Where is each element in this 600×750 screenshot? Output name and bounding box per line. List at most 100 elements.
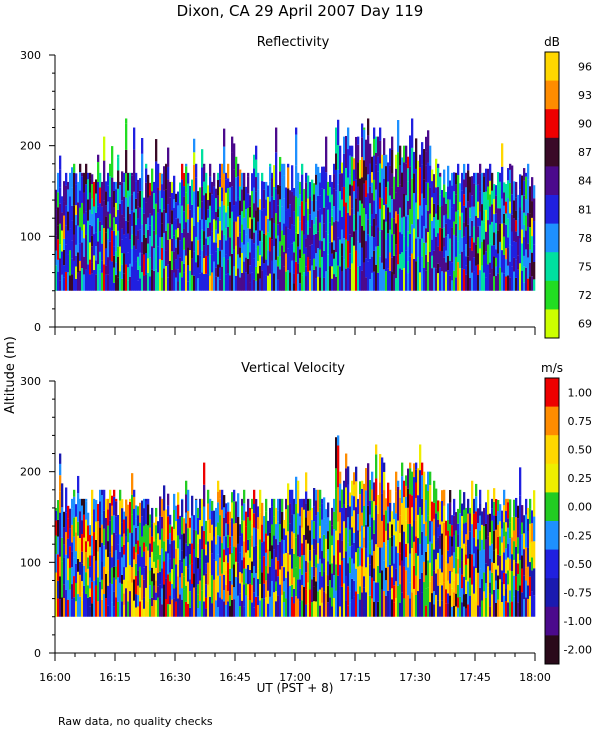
data-cell bbox=[69, 172, 72, 197]
data-cell bbox=[515, 231, 518, 243]
data-cell bbox=[215, 267, 218, 277]
data-cell bbox=[291, 191, 294, 225]
data-cell bbox=[433, 174, 436, 193]
data-cell bbox=[71, 220, 74, 241]
data-cell bbox=[357, 136, 360, 145]
data-cell bbox=[271, 178, 274, 197]
data-cell bbox=[115, 597, 118, 617]
data-cell bbox=[515, 277, 518, 291]
data-cell bbox=[283, 198, 286, 224]
data-cell bbox=[133, 245, 136, 291]
data-cell bbox=[159, 496, 162, 517]
data-cell bbox=[303, 188, 306, 216]
data-cell bbox=[297, 579, 300, 599]
data-cell bbox=[77, 475, 80, 494]
data-cell bbox=[349, 184, 352, 196]
data-cell bbox=[385, 580, 388, 596]
data-cell bbox=[71, 274, 74, 291]
data-cell bbox=[269, 532, 272, 552]
data-cell bbox=[169, 524, 172, 533]
colorbar-swatch bbox=[545, 635, 559, 665]
data-cell bbox=[71, 167, 74, 188]
data-cell bbox=[357, 513, 360, 531]
data-cell bbox=[127, 190, 130, 207]
data-cell bbox=[77, 225, 80, 253]
colorbar-swatch bbox=[545, 549, 559, 579]
data-cell bbox=[391, 588, 394, 600]
data-cell bbox=[527, 226, 530, 244]
data-cell bbox=[59, 258, 62, 281]
data-cell bbox=[529, 262, 532, 277]
data-cell bbox=[247, 274, 250, 291]
data-cell bbox=[89, 588, 92, 597]
data-cell bbox=[441, 251, 444, 272]
data-cell bbox=[87, 179, 90, 200]
data-cell bbox=[449, 583, 452, 596]
data-cell bbox=[63, 238, 66, 250]
data-cell bbox=[399, 165, 402, 185]
data-cell bbox=[143, 608, 146, 617]
data-cell bbox=[175, 259, 178, 270]
data-cell bbox=[487, 220, 490, 245]
data-cell bbox=[479, 515, 482, 531]
data-cell bbox=[347, 466, 350, 485]
data-cell bbox=[419, 154, 422, 168]
data-cell bbox=[61, 196, 64, 213]
data-cell bbox=[309, 227, 312, 246]
data-cell bbox=[311, 219, 314, 245]
data-cell bbox=[243, 606, 246, 617]
data-cell bbox=[511, 601, 514, 617]
data-cell bbox=[297, 513, 300, 535]
data-cell bbox=[509, 226, 512, 245]
data-cell bbox=[223, 574, 226, 591]
data-cell bbox=[439, 548, 442, 569]
data-cell bbox=[483, 210, 486, 223]
data-cell bbox=[509, 261, 512, 278]
data-cell bbox=[365, 567, 368, 593]
data-cell bbox=[427, 182, 430, 211]
data-cell bbox=[503, 273, 506, 291]
data-cell bbox=[371, 500, 374, 518]
data-cell bbox=[331, 253, 334, 267]
data-cell bbox=[237, 493, 240, 517]
data-cell bbox=[523, 515, 526, 534]
data-cell bbox=[215, 212, 218, 221]
data-cell bbox=[219, 251, 222, 268]
data-cell bbox=[457, 573, 460, 585]
data-cell bbox=[103, 136, 106, 161]
data-cell bbox=[145, 600, 148, 617]
data-cell bbox=[217, 607, 220, 617]
data-cell bbox=[467, 170, 470, 202]
data-cell bbox=[485, 539, 488, 564]
data-cell bbox=[197, 594, 200, 609]
colorbar-swatch bbox=[545, 195, 559, 225]
data-cell bbox=[321, 535, 324, 552]
data-cell bbox=[345, 575, 348, 601]
data-cell bbox=[183, 533, 186, 559]
data-cell bbox=[281, 163, 284, 178]
data-cell bbox=[233, 599, 236, 617]
data-cell bbox=[361, 592, 364, 617]
data-cell bbox=[507, 198, 510, 219]
data-cell bbox=[335, 190, 338, 221]
data-cell bbox=[175, 229, 178, 240]
data-cell bbox=[409, 256, 412, 291]
data-cell bbox=[115, 216, 118, 225]
data-cell bbox=[247, 176, 250, 194]
data-cell bbox=[397, 214, 400, 265]
data-cell bbox=[135, 563, 138, 577]
data-cell bbox=[207, 236, 210, 245]
data-cell bbox=[477, 264, 480, 275]
data-cell bbox=[295, 232, 298, 262]
data-cell bbox=[121, 557, 124, 575]
data-cell bbox=[527, 213, 530, 227]
data-cell bbox=[379, 163, 382, 183]
data-cell bbox=[361, 270, 364, 291]
data-cell bbox=[393, 274, 396, 291]
data-cell bbox=[275, 581, 278, 592]
data-cell bbox=[187, 247, 190, 265]
data-cell bbox=[257, 568, 260, 580]
data-cell bbox=[359, 178, 362, 201]
data-cell bbox=[197, 206, 200, 223]
data-cell bbox=[123, 554, 126, 568]
